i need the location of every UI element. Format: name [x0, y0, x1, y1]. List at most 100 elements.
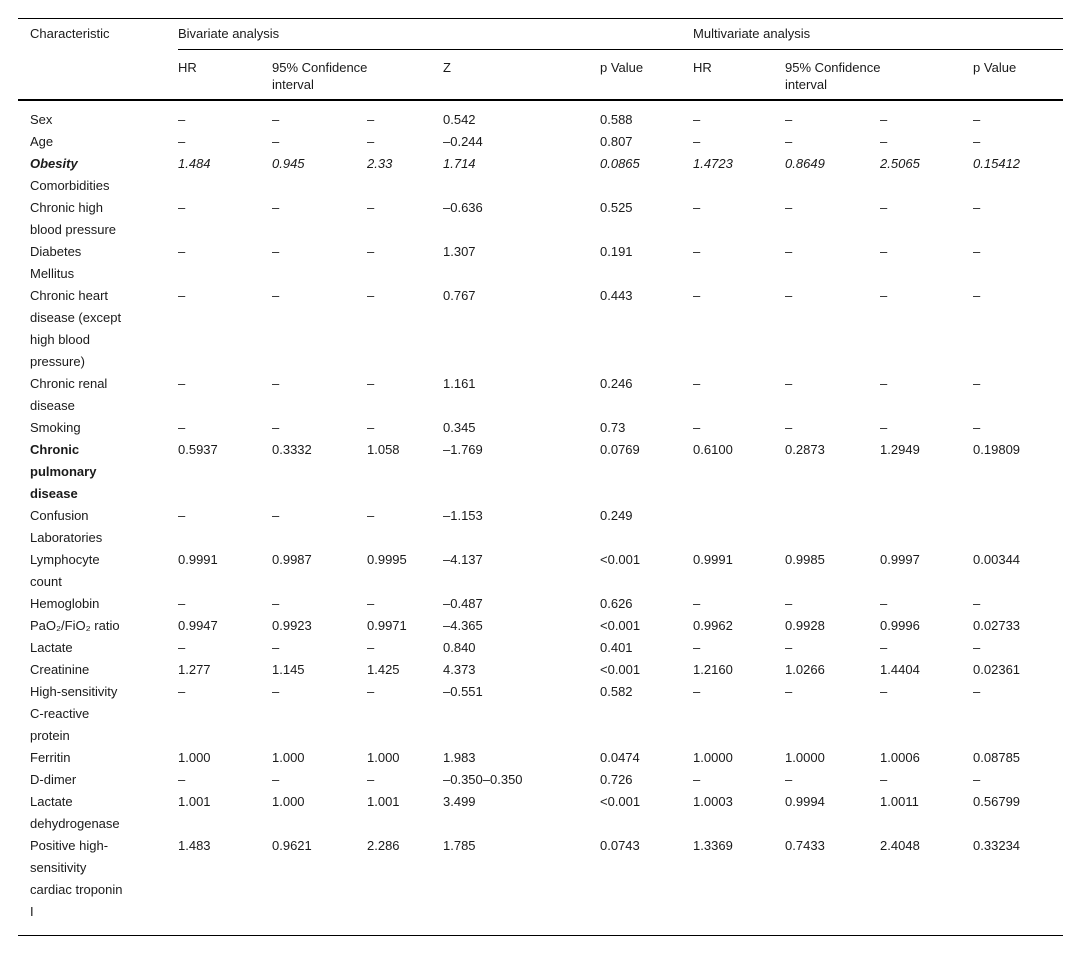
section-row: Laboratories	[18, 527, 1063, 549]
value-cell: 1.058	[367, 442, 400, 457]
value-cell: –	[880, 200, 888, 215]
row-label: Sex	[30, 112, 53, 127]
table-row: D-dimer – – – –0.350–0.350 0.726 – – – –	[18, 769, 1063, 791]
value-cell: –	[272, 772, 280, 787]
value-cell: 0.9971	[367, 618, 407, 633]
value-cell: 0.0474	[600, 750, 640, 765]
value-cell: –	[178, 772, 186, 787]
value-cell: 0.726	[600, 772, 633, 787]
value-cell: 0.807	[600, 134, 633, 149]
value-cell: 4.373	[443, 662, 476, 677]
row-label: Lactate	[30, 640, 73, 655]
value-cell: 1.714	[443, 156, 476, 171]
value-cell: –	[785, 288, 793, 303]
value-cell: –	[693, 640, 701, 655]
value-cell: 0.9947	[178, 618, 218, 633]
column-header-multivariate-ci: 95% Confidence interval	[785, 49, 974, 101]
value-cell: <0.001	[600, 794, 641, 809]
table-row: Ferritin 1.000 1.000 1.000 1.983 0.0474 1.0000…	[18, 747, 1063, 769]
value-cell: –0.487	[443, 596, 483, 611]
value-cell: –	[272, 288, 280, 303]
row-label: Age	[30, 134, 54, 149]
value-cell: –	[973, 420, 981, 435]
value-cell: –	[272, 376, 280, 391]
row-label: Smoking	[30, 420, 81, 435]
value-cell: –	[367, 684, 375, 699]
value-cell: 3.499	[443, 794, 476, 809]
value-cell: –1.769	[443, 442, 483, 457]
column-group-multivariate: Multivariate analysis	[693, 18, 1064, 50]
value-cell: 1.484	[178, 156, 211, 171]
value-cell: –	[367, 640, 375, 655]
value-cell: 0.9928	[785, 618, 825, 633]
value-cell: 0.0865	[600, 156, 640, 171]
empty-cell	[178, 175, 1063, 197]
value-cell: 0.00344	[973, 552, 1021, 567]
value-cell: 0.9987	[272, 552, 312, 567]
value-cell: 2.33	[367, 156, 393, 171]
value-cell: 0.2873	[785, 442, 825, 457]
value-cell: 0.7433	[785, 838, 825, 853]
value-cell: 0.542	[443, 112, 476, 127]
value-cell: –	[880, 684, 888, 699]
row-label: High-sensitivity C-reactive protein	[30, 684, 118, 743]
value-cell: 0.19809	[973, 442, 1021, 457]
value-cell: 1.000	[178, 750, 211, 765]
column-header-bivariate-p: p Value	[600, 49, 694, 101]
value-cell: –	[367, 112, 375, 127]
row-label: Creatinine	[30, 662, 90, 677]
value-cell: –	[880, 376, 888, 391]
value-cell: –	[367, 200, 375, 215]
value-cell: –	[178, 112, 186, 127]
row-label: Positive high-sensitivity cardiac tropon…	[30, 838, 123, 919]
value-cell: –	[973, 772, 981, 787]
value-cell: 1.3369	[693, 838, 733, 853]
value-cell: –4.137	[443, 552, 483, 567]
value-cell: 1.785	[443, 838, 476, 853]
value-cell: –	[880, 596, 888, 611]
row-label: Diabetes Mellitus	[30, 244, 82, 281]
value-cell: 1.000	[367, 750, 400, 765]
column-header-z: Z	[443, 49, 600, 101]
value-cell: –	[367, 376, 375, 391]
value-cell: 1.425	[367, 662, 400, 677]
row-label: Lymphocyte count	[30, 552, 100, 589]
row-label: Lactate dehydrogenase	[30, 794, 120, 831]
value-cell: –	[785, 112, 793, 127]
column-header-bivariate-ci: 95% Confidence interval	[272, 49, 443, 101]
value-cell: 1.4404	[880, 662, 920, 677]
value-cell	[880, 505, 973, 527]
value-cell: 0.9985	[785, 552, 825, 567]
row-label: Laboratories	[30, 530, 103, 545]
table-row: Chronic pulmonary disease 0.5937 0.3332 1.0…	[18, 439, 1063, 505]
value-cell: <0.001	[600, 618, 641, 633]
value-cell: –0.350–0.350	[443, 772, 523, 787]
value-cell: –	[973, 134, 981, 149]
table-row: Creatinine 1.277 1.145 1.425 4.373 <0.001 1.21…	[18, 659, 1063, 681]
value-cell: 0.0769	[600, 442, 640, 457]
value-cell: –	[785, 244, 793, 259]
value-cell: 1.2949	[880, 442, 920, 457]
value-cell: 1.001	[178, 794, 211, 809]
value-cell: 1.983	[443, 750, 476, 765]
value-cell: –	[367, 772, 375, 787]
value-cell: 0.02361	[973, 662, 1021, 677]
table-row: Lactate dehydrogenase 1.001 1.000 1.001 3.49…	[18, 791, 1063, 835]
value-cell: 1.277	[178, 662, 211, 677]
value-cell: –	[693, 288, 701, 303]
value-cell: –	[178, 420, 186, 435]
value-cell: 0.9991	[178, 552, 218, 567]
value-cell	[973, 505, 1063, 527]
value-cell: 0.33234	[973, 838, 1021, 853]
value-cell: –	[973, 288, 981, 303]
column-header-characteristic: Characteristic	[18, 18, 178, 101]
section-row: Comorbidities	[18, 175, 1063, 197]
value-cell: 1.0000	[693, 750, 733, 765]
row-label: PaO₂/FiO₂ ratio	[30, 618, 120, 633]
value-cell: –	[178, 244, 186, 259]
value-cell: 0.8649	[785, 156, 825, 171]
value-cell: –	[272, 244, 280, 259]
value-cell: –	[693, 772, 701, 787]
value-cell: –	[178, 134, 186, 149]
value-cell: 0.9995	[367, 552, 407, 567]
